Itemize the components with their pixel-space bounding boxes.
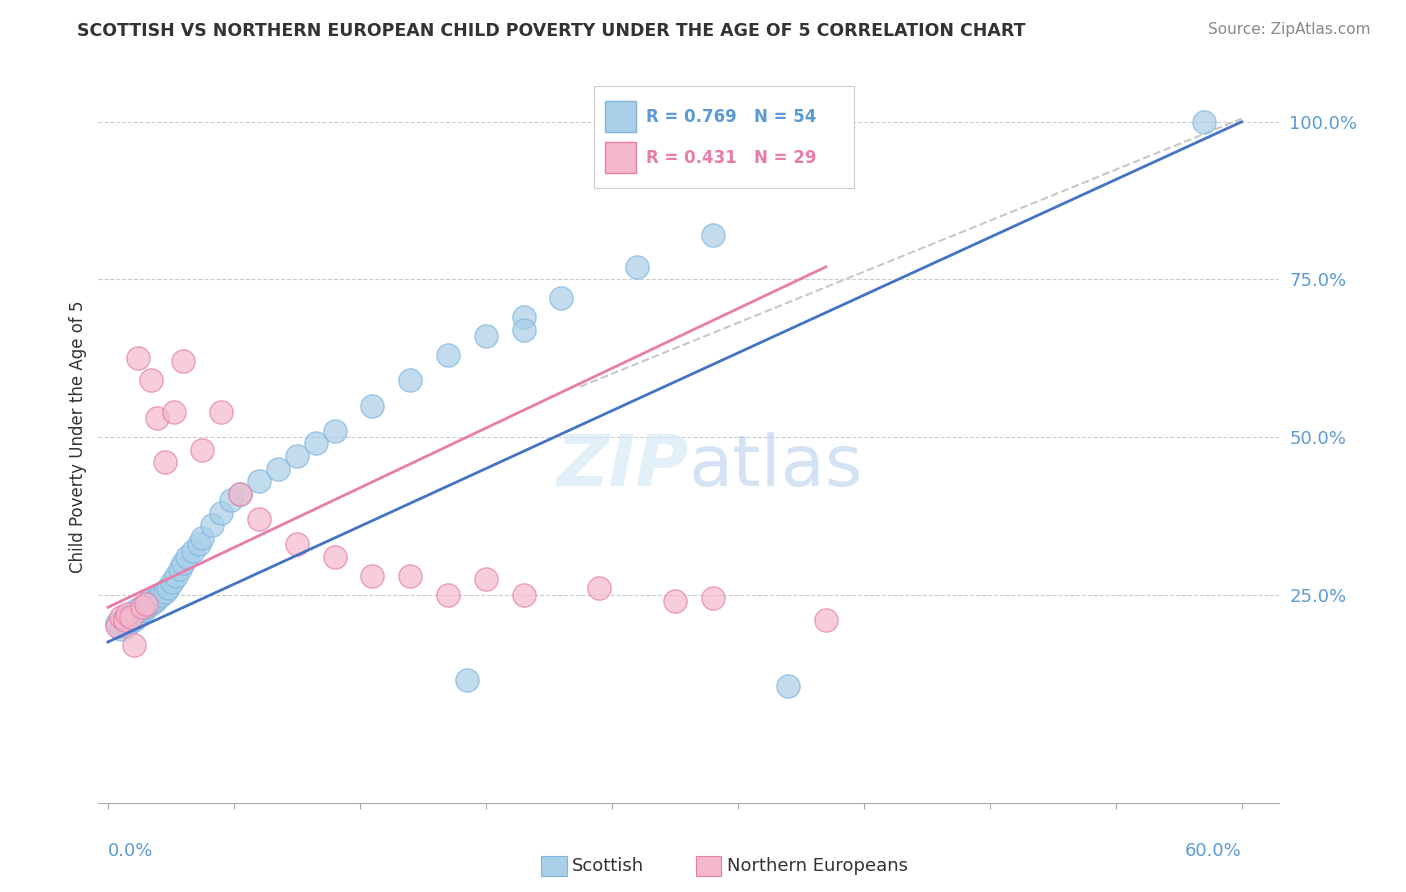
Text: ZIP: ZIP xyxy=(557,432,689,500)
Point xyxy=(209,506,232,520)
Point xyxy=(135,600,157,615)
Point xyxy=(118,613,141,627)
Point xyxy=(111,613,134,627)
Point xyxy=(181,543,204,558)
Point xyxy=(110,623,132,637)
Point xyxy=(169,562,191,576)
Point xyxy=(702,591,724,605)
Point xyxy=(247,512,270,526)
Point xyxy=(121,607,143,621)
Point xyxy=(323,549,346,564)
Point xyxy=(131,600,153,615)
Point xyxy=(1192,115,1215,129)
Point xyxy=(165,569,187,583)
Point xyxy=(512,310,534,325)
Point xyxy=(141,373,163,387)
Point xyxy=(626,260,648,274)
Text: SCOTTISH VS NORTHERN EUROPEAN CHILD POVERTY UNDER THE AGE OF 5 CORRELATION CHART: SCOTTISH VS NORTHERN EUROPEAN CHILD POVE… xyxy=(77,22,1026,40)
Text: Source: ZipAtlas.com: Source: ZipAtlas.com xyxy=(1208,22,1371,37)
Point xyxy=(172,354,194,368)
Point xyxy=(120,609,142,624)
Y-axis label: Child Poverty Under the Age of 5: Child Poverty Under the Age of 5 xyxy=(69,301,87,574)
Point xyxy=(138,594,160,608)
Point xyxy=(146,591,169,605)
Point xyxy=(456,673,478,687)
Point xyxy=(153,584,176,599)
Point xyxy=(778,679,800,693)
Text: 0.0%: 0.0% xyxy=(108,842,153,860)
Point xyxy=(157,582,180,596)
Point xyxy=(141,597,163,611)
Point xyxy=(135,597,157,611)
Point xyxy=(399,569,422,583)
Point xyxy=(285,449,308,463)
Point xyxy=(191,442,214,457)
Point xyxy=(361,569,384,583)
Text: 60.0%: 60.0% xyxy=(1185,842,1241,860)
Point xyxy=(149,588,172,602)
Point xyxy=(127,607,149,621)
Point xyxy=(115,607,138,621)
Point xyxy=(129,603,152,617)
Point xyxy=(229,487,252,501)
Point xyxy=(267,461,290,475)
Point xyxy=(153,455,176,469)
Point xyxy=(146,411,169,425)
Point xyxy=(124,613,146,627)
Point xyxy=(110,609,132,624)
Point xyxy=(437,348,460,362)
Text: Scottish: Scottish xyxy=(572,857,644,875)
Text: Northern Europeans: Northern Europeans xyxy=(727,857,908,875)
Point xyxy=(105,619,128,633)
Point xyxy=(163,405,186,419)
Point xyxy=(550,291,572,305)
Point xyxy=(132,603,155,617)
Point xyxy=(588,582,610,596)
Point xyxy=(124,638,146,652)
Point xyxy=(512,588,534,602)
Text: atlas: atlas xyxy=(689,432,863,500)
Point xyxy=(105,616,128,631)
Point xyxy=(115,619,138,633)
Point xyxy=(361,399,384,413)
Point xyxy=(323,424,346,438)
Point xyxy=(247,474,270,488)
Point xyxy=(125,603,148,617)
Point xyxy=(172,556,194,570)
Point xyxy=(187,537,209,551)
Point xyxy=(131,600,153,615)
Point xyxy=(125,609,148,624)
Point xyxy=(512,323,534,337)
Point xyxy=(702,228,724,243)
Point xyxy=(399,373,422,387)
Point xyxy=(127,351,149,366)
Point xyxy=(814,613,837,627)
Point xyxy=(136,597,159,611)
Point xyxy=(305,436,328,450)
Point xyxy=(201,518,224,533)
Point xyxy=(176,549,198,564)
Point xyxy=(664,594,686,608)
Point xyxy=(120,609,142,624)
Point xyxy=(285,537,308,551)
Point xyxy=(114,609,136,624)
Point xyxy=(191,531,214,545)
Point xyxy=(115,609,138,624)
Point xyxy=(475,329,498,343)
Point xyxy=(229,487,252,501)
Point xyxy=(437,588,460,602)
Point xyxy=(219,493,242,508)
Point xyxy=(143,594,166,608)
Point xyxy=(475,572,498,586)
Point xyxy=(160,575,183,590)
Point xyxy=(114,613,136,627)
Point xyxy=(209,405,232,419)
